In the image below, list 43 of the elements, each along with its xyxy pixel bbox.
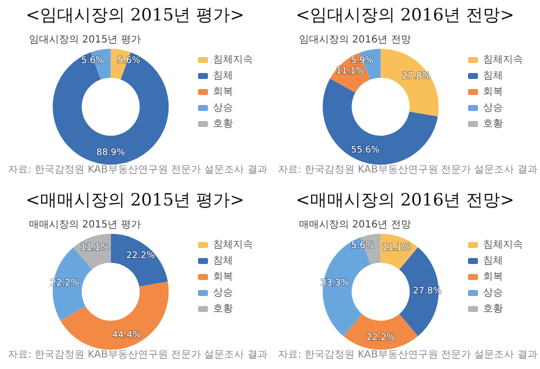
legend-label: 회복: [483, 271, 503, 282]
legend-label: 상승: [213, 102, 233, 114]
text: 자료: 한국감정원 KAB부동산연구원 전문가 설문조사 결과: [8, 349, 268, 360]
data-label: 27.8%: [402, 72, 431, 82]
chart-title: <임대시장의 2016년 전망>: [296, 6, 514, 26]
legend-label: 상승: [213, 287, 233, 298]
chart-title: <매매시장의 2016년 전망>: [296, 190, 514, 210]
legend-label: 회복: [213, 271, 233, 282]
chart-subtitle: 임대시장의 2015년 평가: [29, 34, 141, 46]
legend-label: 침체: [483, 255, 503, 266]
text: 자료: 한국감정원 KAB부동산연구원 전문가 설문조사 결과: [278, 349, 538, 360]
data-label: 88.9%: [96, 148, 126, 158]
chart-subtitle: 매매시장의 2015년 평가: [29, 219, 141, 230]
data-label: 22.2%: [126, 250, 156, 261]
legend-label: 침체지속: [483, 54, 523, 66]
data-label: 5.6%: [81, 56, 104, 66]
legend-label: 상승: [483, 102, 503, 114]
legend-label: 상승: [483, 287, 503, 298]
data-label: 11.1%: [382, 242, 412, 253]
data-label: 22.2%: [366, 332, 396, 343]
legend-label: 호황: [213, 303, 233, 314]
legend-label: 호황: [483, 303, 503, 314]
chart-title: <임대시장의 2015년 평가>: [26, 6, 244, 26]
text: 자료: 한국감정원 KAB부동산연구원 전문가 설문조사 결과: [8, 164, 268, 176]
chart-subtitle: 임대시장의 2016년 전망: [299, 34, 411, 46]
legend-label: 호황: [483, 118, 503, 130]
legend-label: 침체: [213, 255, 233, 266]
data-label: 11.1%: [336, 66, 365, 77]
data-label: 11.1%: [80, 242, 110, 253]
data-label: 55.6%: [350, 146, 380, 156]
legend-label: 침체지속: [213, 54, 253, 66]
chart-title: <매매시장의 2015년 평가>: [26, 190, 244, 210]
legend-label: 침체: [483, 70, 503, 82]
data-label: 44.4%: [112, 330, 142, 340]
legend-label: 침체: [213, 70, 233, 82]
data-label: 5.6%: [351, 240, 374, 250]
legend-label: 침체지속: [483, 239, 523, 250]
chart-subtitle: 매매시장의 2016년 전망: [299, 219, 411, 230]
legend-label: 회복: [213, 86, 233, 98]
legend-label: 회복: [483, 86, 503, 98]
legend-label: 호황: [213, 118, 233, 130]
text: 자료: 한국감정원 KAB부동산연구원 전문가 설문조사 결과: [278, 164, 538, 176]
legend-label: 침체지속: [213, 239, 253, 250]
